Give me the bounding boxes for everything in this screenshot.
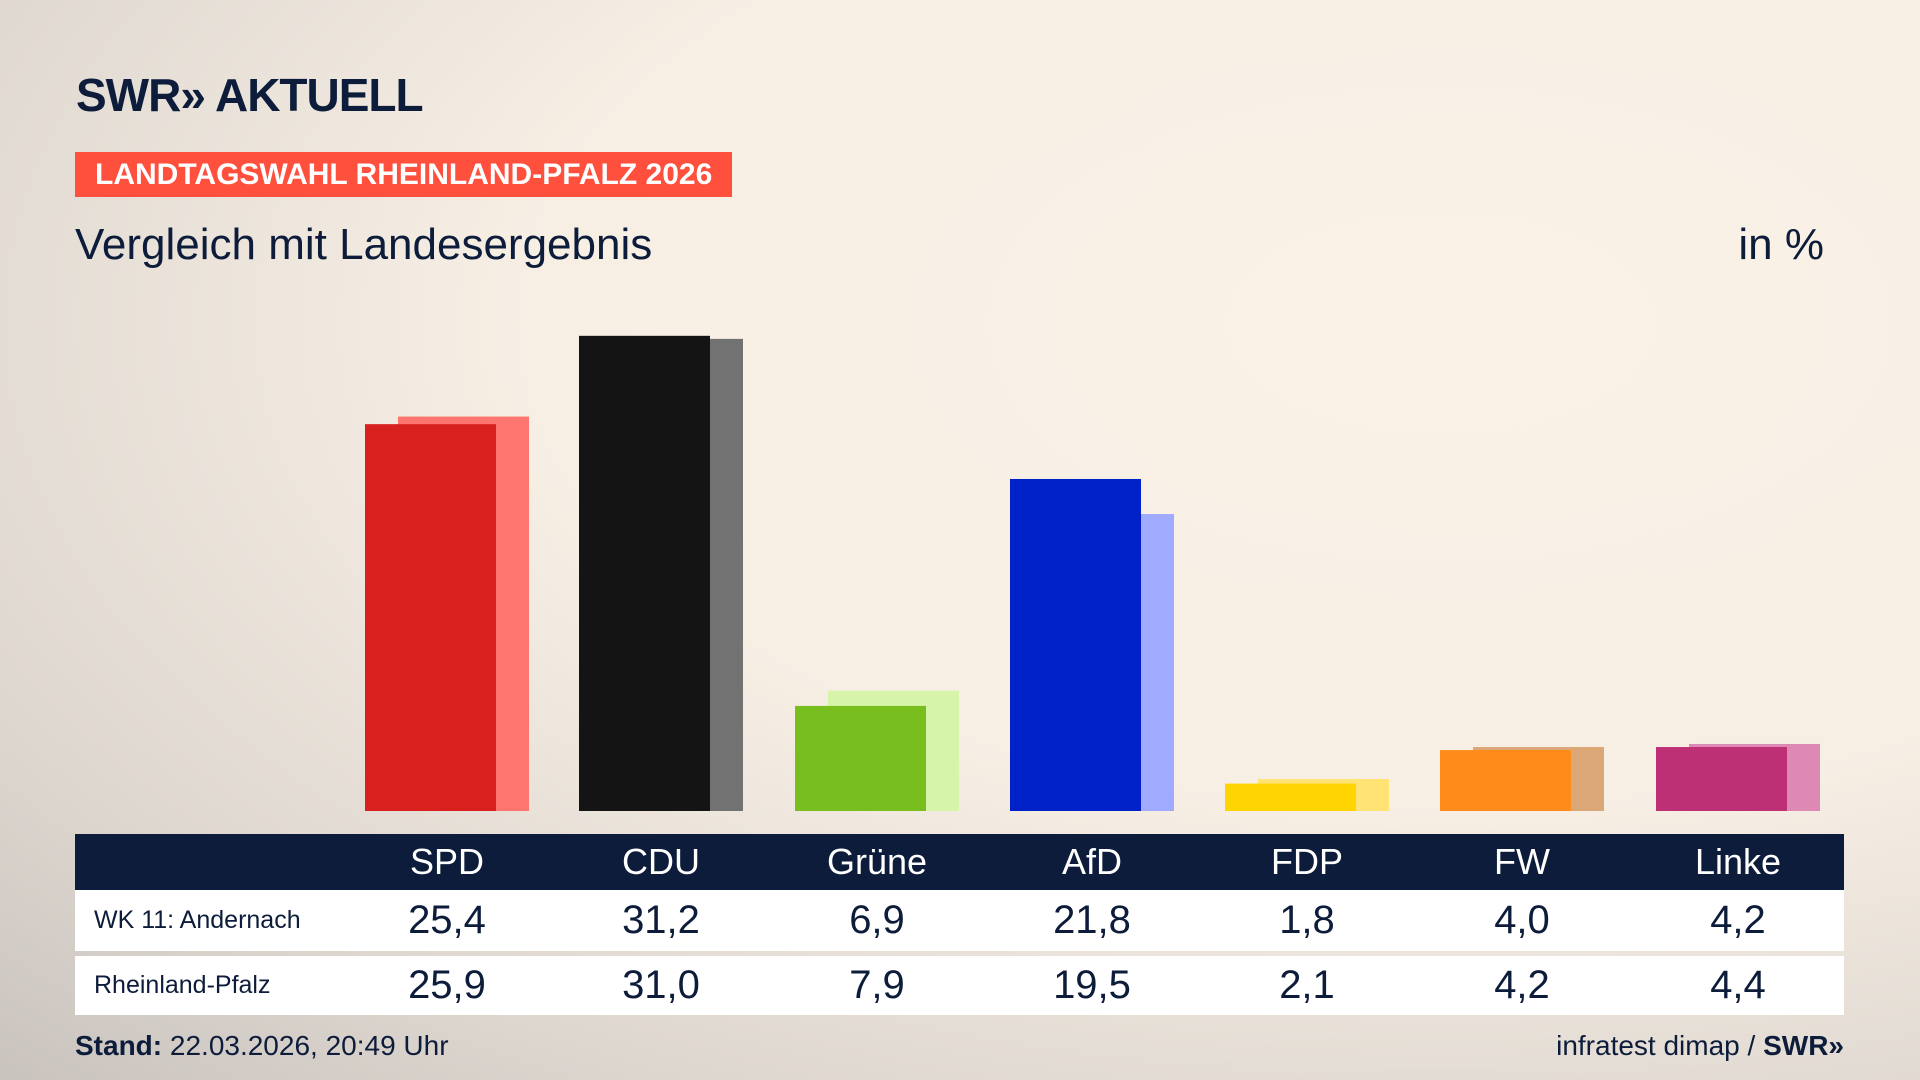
bar-linke-wk: [1656, 747, 1787, 811]
data-label: 4,0: [1494, 898, 1550, 942]
data-label: 6,9: [849, 898, 905, 942]
timestamp: Stand: 22.03.2026, 20:49 Uhr: [75, 1030, 449, 1062]
data-label: 7,9: [849, 963, 905, 1007]
stand-label: Stand:: [75, 1030, 163, 1061]
table-row: Rheinland-Pfalz 25,9 31,0 7,9 19,5 2,1 4,2 4,4: [75, 956, 1844, 1015]
bar-fw-wk: [1440, 750, 1571, 811]
unit-label: in %: [1738, 220, 1824, 269]
row-label: Rheinland-Pfalz: [94, 971, 271, 999]
data-label: 19,5: [1053, 963, 1131, 1007]
data-label: 4,2: [1494, 963, 1550, 1007]
election-label: LANDTAGSWAHL RHEINLAND-PFALZ 2026: [75, 152, 733, 197]
bar-grüne-wk: [795, 705, 926, 811]
bar-fdp-wk: [1225, 783, 1356, 811]
category-label: FDP: [1271, 841, 1343, 882]
category-label: FW: [1494, 841, 1550, 882]
data-label: 31,0: [622, 963, 700, 1007]
data-label: 31,2: [622, 898, 700, 942]
data-label: 25,9: [408, 963, 486, 1007]
data-label: 21,8: [1053, 898, 1131, 942]
swr-logo: SWR»: [1763, 1030, 1844, 1061]
source-text: infratest dimap /: [1556, 1030, 1756, 1061]
bar-chart: [365, 335, 1820, 811]
results-table: SPD CDU Grüne AfD FDP FW Linke WK 11: Andernac…: [75, 834, 1844, 1015]
category-label: AfD: [1061, 841, 1122, 882]
table-header: SPD CDU Grüne AfD FDP FW Linke: [75, 834, 1844, 890]
chart-subtitle: Vergleich mit Landesergebnis: [75, 220, 653, 269]
category-label: Linke: [1694, 841, 1782, 882]
data-label: 25,4: [408, 898, 486, 942]
bar-cdu-wk: [579, 335, 710, 811]
category-label: Grüne: [826, 841, 928, 882]
source: infratest dimap / SWR»: [1556, 1030, 1844, 1062]
bar-afd-wk: [1010, 478, 1141, 811]
category-label: SPD: [409, 841, 485, 882]
data-label: 1,8: [1279, 898, 1335, 942]
data-label: 4,4: [1710, 963, 1766, 1007]
row-label: WK 11: Andernach: [94, 906, 301, 934]
data-label: 2,1: [1279, 963, 1335, 1007]
category-label: CDU: [622, 841, 700, 882]
stand-value: 22.03.2026, 20:49 Uhr: [169, 1030, 449, 1061]
data-label: 4,2: [1710, 898, 1766, 942]
swr-aktuell-logo: SWR» AKTUELL: [76, 69, 424, 121]
bar-spd-wk: [365, 424, 496, 811]
table-row: WK 11: Andernach 25,4 31,2 6,9 21,8 1,8 4,0 4,…: [75, 890, 1844, 951]
